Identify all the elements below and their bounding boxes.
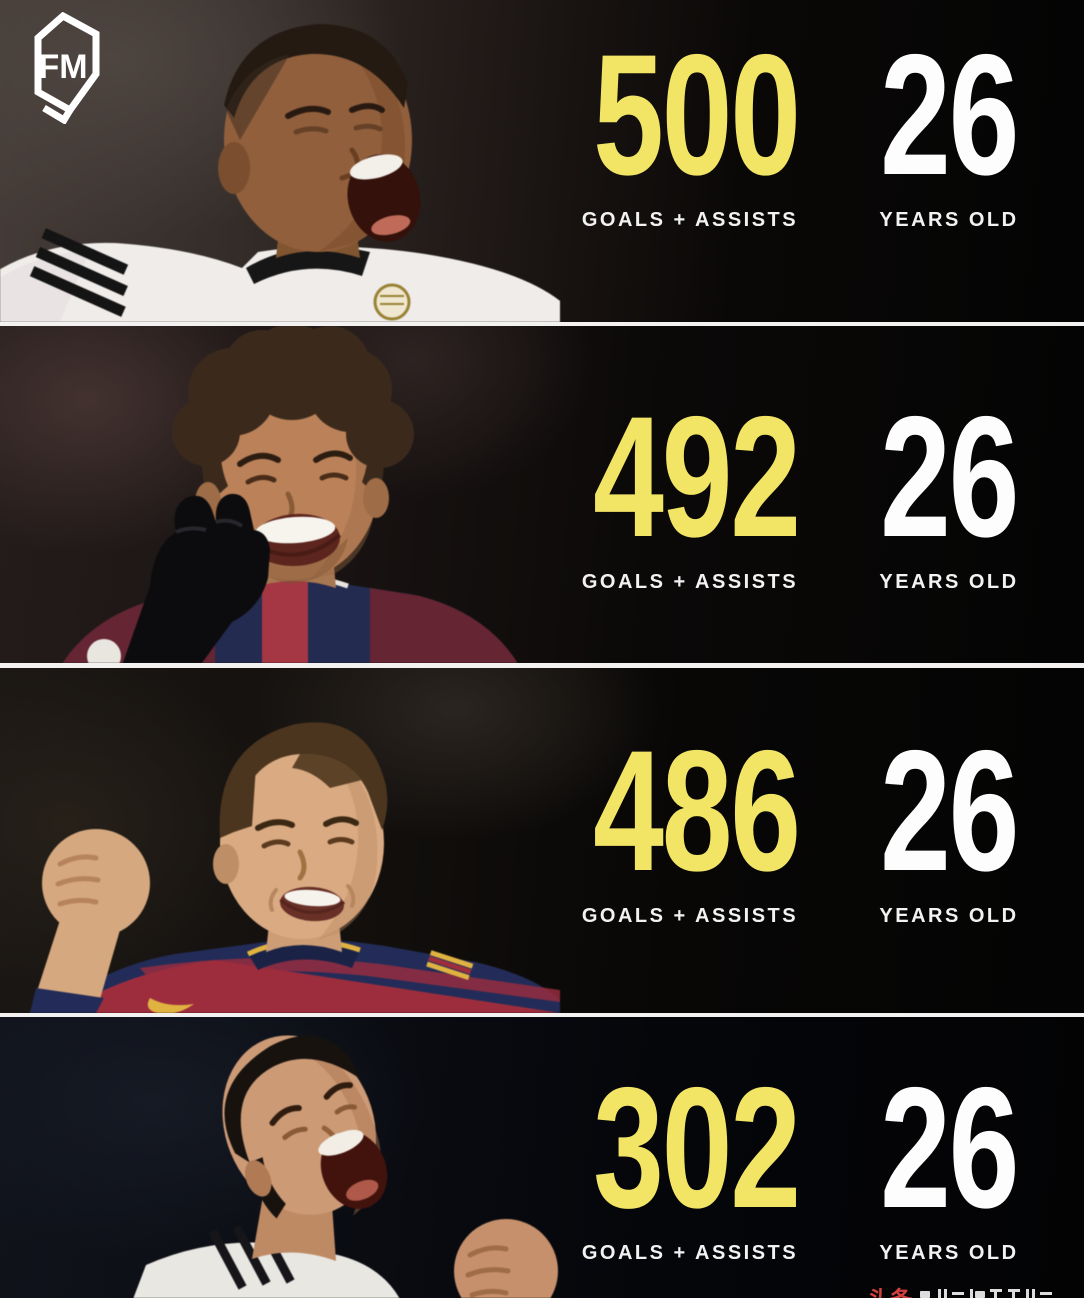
section-divider — [0, 1013, 1084, 1017]
goals-assists-label: GOALS + ASSISTS — [581, 905, 799, 928]
player-photo-ronaldo — [133, 1035, 558, 1298]
goals-assists-value: 302 — [593, 1052, 801, 1244]
player-section-3: 486 GOALS + ASSISTS 26 YEARS OLD — [0, 668, 1084, 1013]
section-divider — [0, 322, 1084, 326]
watermark-red-text: 头条 — [868, 1289, 912, 1298]
stats-block-1: 500 GOALS + ASSISTS 26 YEARS OLD — [557, 19, 1077, 232]
player-photo-neymar — [62, 326, 518, 663]
player-section-4: 302 GOALS + ASSISTS 26 YEARS OLD 头条 — [0, 1017, 1084, 1298]
watermark: 头条 — [868, 1287, 1070, 1298]
watermark-strokes — [920, 1289, 1052, 1298]
age-label: YEARS OLD — [879, 209, 1019, 232]
age-value: 26 — [880, 19, 1019, 211]
age-label: YEARS OLD — [879, 1242, 1019, 1265]
goals-assists-value: 500 — [593, 19, 801, 211]
age-label: YEARS OLD — [879, 571, 1019, 594]
player-photo-mbappe — [0, 24, 560, 322]
stats-block-4: 302 GOALS + ASSISTS 26 YEARS OLD — [557, 1052, 1077, 1265]
fm-logo: FM — [34, 12, 100, 124]
goals-assists-label: GOALS + ASSISTS — [581, 571, 799, 594]
goals-assists-value: 492 — [593, 381, 801, 573]
player-photo-messi — [30, 722, 560, 1013]
section-divider — [0, 663, 1084, 668]
stats-block-2: 492 GOALS + ASSISTS 26 YEARS OLD — [557, 381, 1077, 594]
goals-assists-label: GOALS + ASSISTS — [581, 209, 799, 232]
player-section-1: FM 500 GOALS + ASSISTS 26 YEARS OLD — [0, 0, 1084, 322]
player-section-2: 492 GOALS + ASSISTS 26 YEARS OLD — [0, 326, 1084, 663]
age-label: YEARS OLD — [879, 905, 1019, 928]
goals-assists-value: 486 — [593, 715, 801, 907]
goals-assists-label: GOALS + ASSISTS — [581, 1242, 799, 1265]
age-value: 26 — [880, 1052, 1019, 1244]
fm-logo-text: FM — [38, 48, 87, 86]
stats-block-3: 486 GOALS + ASSISTS 26 YEARS OLD — [557, 715, 1077, 928]
age-value: 26 — [880, 715, 1019, 907]
age-value: 26 — [880, 381, 1019, 573]
